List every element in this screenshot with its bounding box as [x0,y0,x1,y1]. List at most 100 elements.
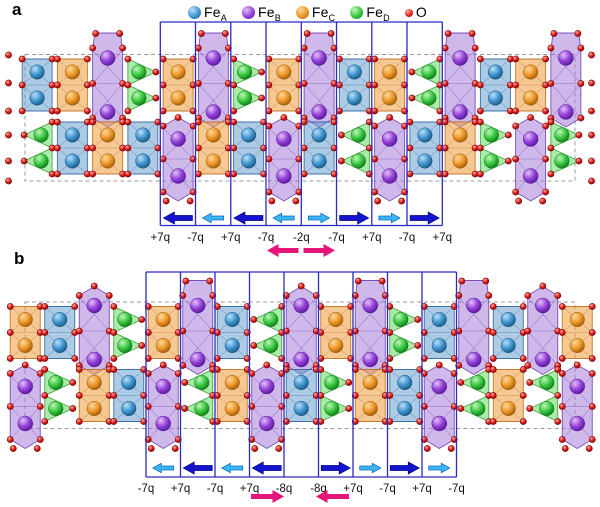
o-atom [265,107,273,115]
q-label: +7q [362,232,382,244]
o-atom [124,144,132,152]
o-atom [9,445,17,452]
o-atom [585,445,593,452]
fec-atom [452,127,468,143]
o-atom [457,379,465,386]
panel-a-modulation-box [159,21,443,227]
o-atom [41,418,49,425]
o-atom [575,131,583,139]
o-atom [524,327,532,335]
o-atom [295,122,303,130]
o-atom [230,107,238,115]
o-atom [186,197,194,205]
feb-atom [522,131,539,147]
o-atom [408,94,416,102]
spin-arrow-dark [233,211,264,225]
panel-a-q-labels: +7q -7q +7q -7q -2q -7q +7q -7q +7q [151,232,453,244]
o-atom [260,170,268,178]
o-atom [386,355,394,362]
o-atom [265,81,273,89]
spin-arrow-cyan [428,462,451,474]
o-atom [230,118,238,126]
o-atom [416,392,424,399]
spin-arrow-dark [162,211,193,225]
o-atom [317,392,325,399]
o-atom [124,170,132,178]
o-atom [250,342,258,349]
o-atom [512,81,520,89]
o-atom [189,55,197,63]
fec-atom [362,400,378,417]
o-atom [512,107,520,115]
feb-atom-icon [241,6,255,20]
fec-atom [500,400,516,417]
o-atom [351,327,359,335]
q-label: +7q [240,483,260,495]
fed-atom [117,337,133,354]
o-atom [213,418,221,425]
fed-atom [554,153,570,169]
spin-arrow-dark [339,211,370,225]
fea-atom [29,90,45,106]
legend-item-fed: FeD [350,4,390,22]
q-label: -7q [399,232,416,244]
o-atom [420,370,428,377]
q-label: +7q [412,483,432,495]
o-atom [558,355,566,362]
o-atom [347,355,355,362]
o-atom [588,329,596,336]
o-atom [471,44,479,52]
o-atom [292,197,300,205]
o-atom [18,55,26,63]
o-atom [20,131,28,139]
feb-atom [569,415,585,432]
fed-atom [421,64,437,80]
o-atom [5,107,12,115]
o-atom [265,55,273,63]
o-atom [6,329,14,336]
fed-atom [48,400,64,417]
feb-atom [276,168,292,184]
legend-item-fec: FeC [295,4,335,22]
q-label: -7q [448,483,465,495]
feb-atom [86,297,102,314]
o-atom [577,80,585,87]
o-atom [53,170,61,178]
o-atom [512,188,520,196]
o-atom [194,80,202,87]
o-atom [386,392,394,399]
legend-item-feb: FeB [241,4,281,22]
o-atom [489,366,497,373]
o-atom [401,81,409,89]
feb-atom [381,131,398,147]
spin-arrow-dark [251,461,282,475]
o-atom [337,131,345,139]
o-atom [248,370,256,377]
o-atom [371,155,379,163]
panel-b-q-labels: -7q +7q -7q +7q -8q -8q +7q -7q +7q -7q [138,483,465,495]
fea-atom [311,127,327,143]
q-label: -2q [293,232,310,244]
o-atom [558,436,566,443]
feb-atom [293,297,309,314]
fea-atom-icon [188,6,201,20]
feb-atom [431,415,447,432]
o-atom [174,436,182,443]
o-atom [450,303,458,310]
o-atom [250,316,258,323]
fea-atom [293,374,309,391]
feb-atom [535,351,551,368]
o-atom [213,303,221,310]
feb-atom [170,131,186,147]
q-label: -7q [187,232,204,244]
o-atom [174,114,182,121]
spin-arrow-dark [182,461,213,475]
o-atom [138,342,146,349]
feb-atom [190,351,206,368]
fed-atom [324,374,340,391]
o-atom [213,366,221,373]
o-atom [420,436,428,443]
o-atom [124,107,132,115]
o-atom [36,370,44,377]
